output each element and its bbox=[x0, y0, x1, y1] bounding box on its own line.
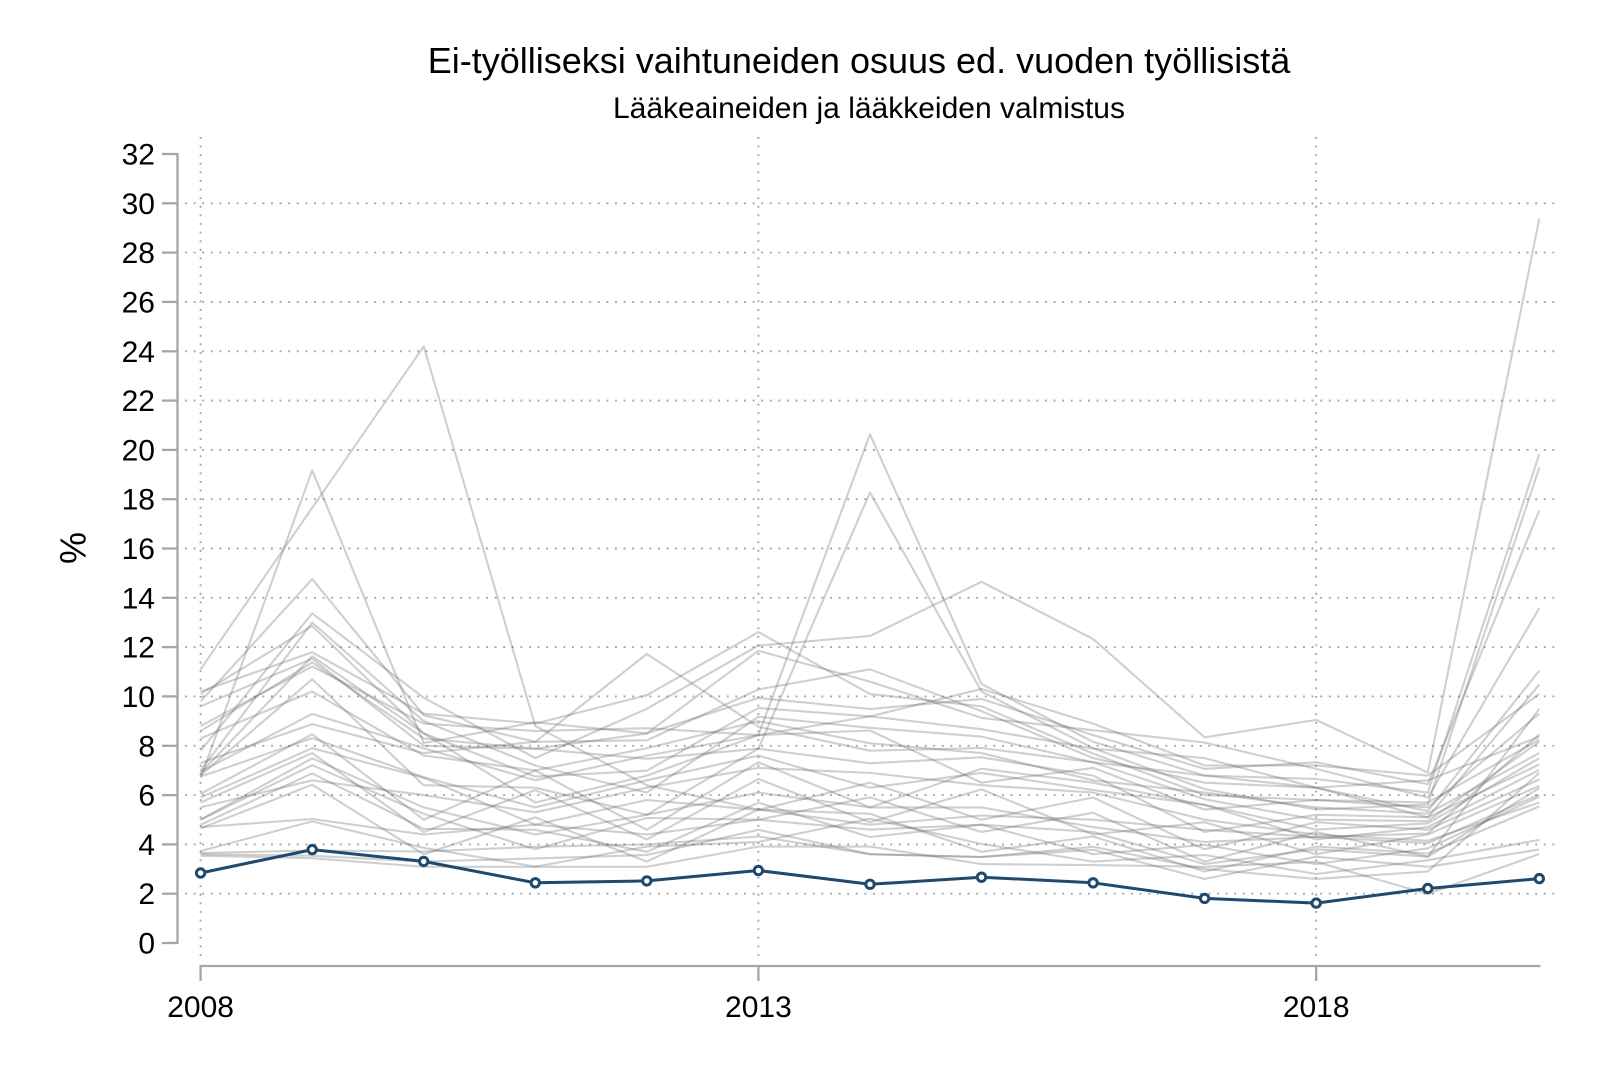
svg-text:26: 26 bbox=[122, 286, 155, 319]
svg-text:10: 10 bbox=[122, 681, 155, 714]
svg-text:14: 14 bbox=[122, 582, 155, 615]
svg-text:2013: 2013 bbox=[725, 991, 792, 1024]
svg-text:4: 4 bbox=[138, 829, 155, 862]
svg-text:2018: 2018 bbox=[1283, 991, 1350, 1024]
svg-text:20: 20 bbox=[122, 434, 155, 467]
svg-text:%: % bbox=[53, 532, 94, 564]
svg-text:24: 24 bbox=[122, 336, 155, 369]
svg-text:12: 12 bbox=[122, 632, 155, 665]
svg-text:32: 32 bbox=[122, 139, 155, 172]
svg-text:2008: 2008 bbox=[167, 991, 234, 1024]
svg-text:Ei-työlliseksi vaihtuneiden os: Ei-työlliseksi vaihtuneiden osuus ed. vu… bbox=[428, 40, 1291, 81]
svg-text:18: 18 bbox=[122, 484, 155, 517]
svg-text:30: 30 bbox=[122, 188, 155, 221]
svg-text:16: 16 bbox=[122, 533, 155, 566]
svg-text:28: 28 bbox=[122, 237, 155, 270]
svg-text:0: 0 bbox=[138, 928, 155, 961]
svg-text:22: 22 bbox=[122, 385, 155, 418]
svg-text:8: 8 bbox=[138, 730, 155, 763]
svg-text:Lääkeaineiden ja lääkkeiden va: Lääkeaineiden ja lääkkeiden valmistus bbox=[613, 92, 1125, 125]
svg-text:6: 6 bbox=[138, 780, 155, 813]
svg-text:2: 2 bbox=[138, 878, 155, 911]
